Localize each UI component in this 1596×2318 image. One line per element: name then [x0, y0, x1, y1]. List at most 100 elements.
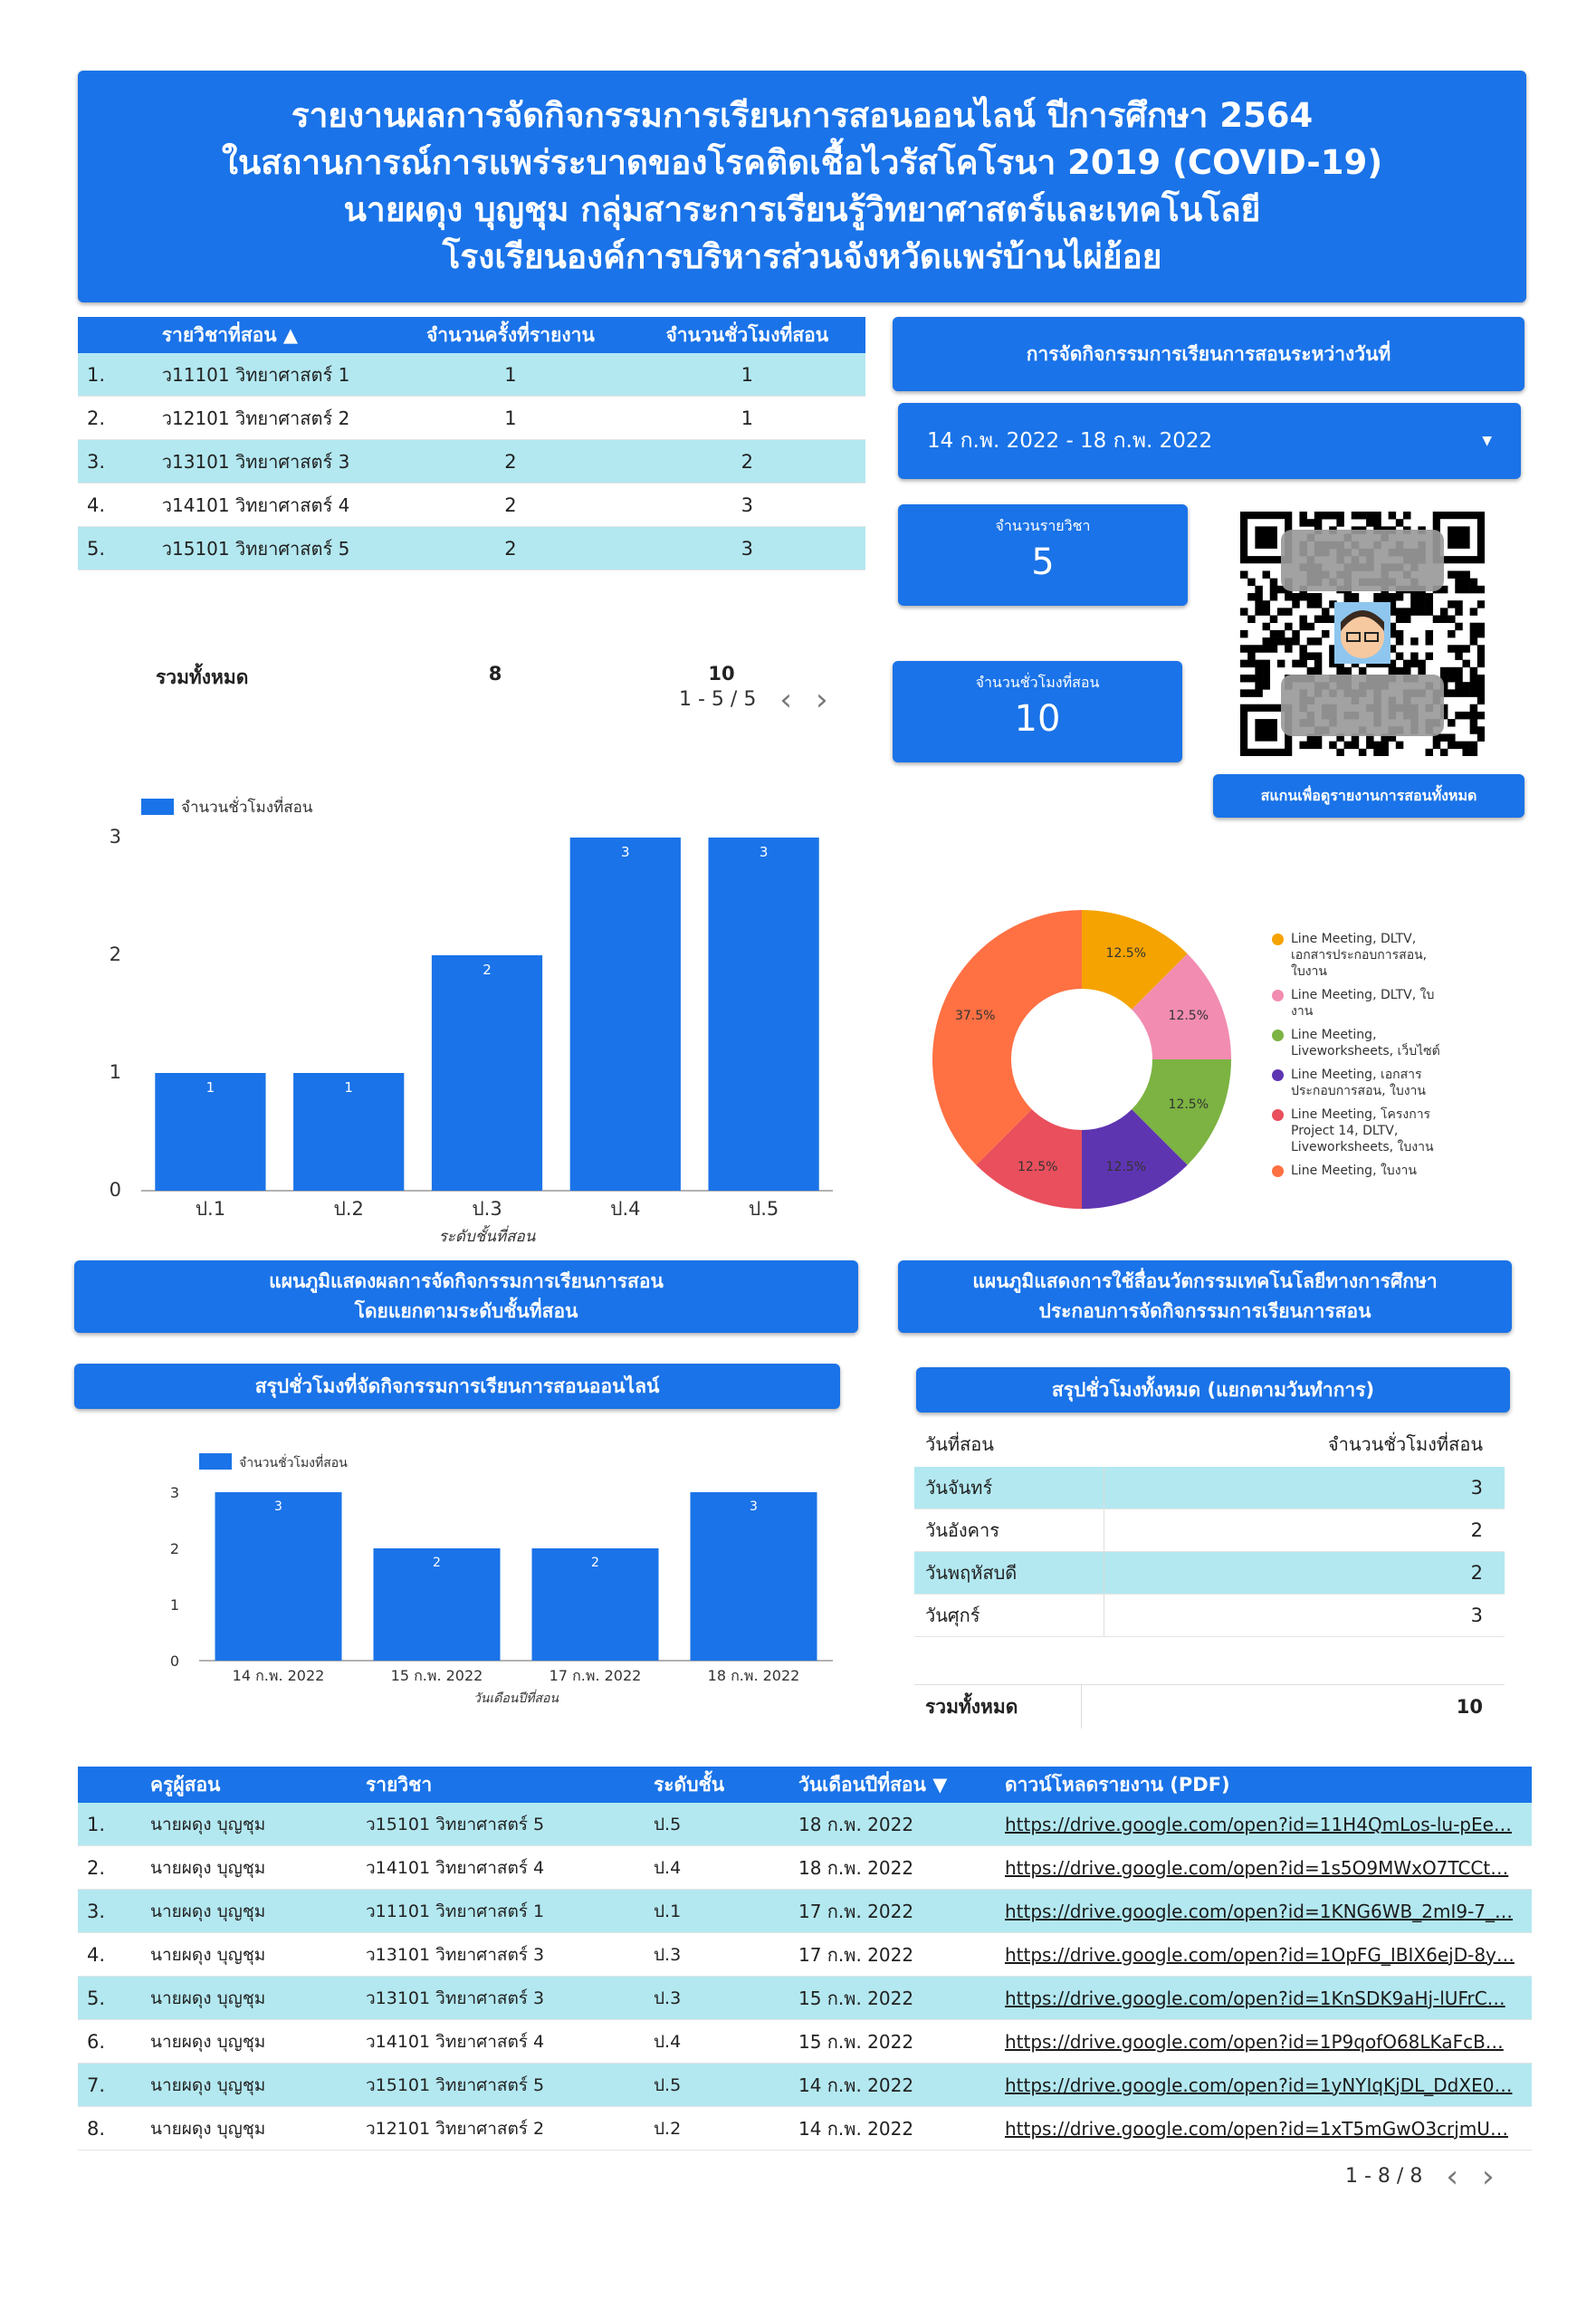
row-index: 2.: [78, 1845, 143, 1890]
legend-item[interactable]: Line Meeting, DLTV, ใบงาน: [1272, 987, 1444, 1020]
teacher-cell: นายผดุง บุญชุม: [143, 1845, 358, 1890]
qr-module: [1269, 629, 1278, 638]
pdf-download-link[interactable]: https://drive.google.com/open?id=1yNYIqK…: [1005, 2074, 1513, 2096]
qr-module: [1477, 629, 1486, 638]
col-download-header[interactable]: ดาวน์โหลดรายงาน (PDF): [998, 1767, 1532, 1803]
col-course-header[interactable]: รายวิชา: [358, 1767, 646, 1803]
col-subject-header[interactable]: รายวิชาที่สอน ▲: [154, 317, 393, 353]
bar: [215, 1492, 342, 1661]
qr-module: [1292, 600, 1300, 608]
pdf-download-link[interactable]: https://drive.google.com/open?id=1OpFG_I…: [1005, 1943, 1515, 1966]
legend-text: Line Meeting, โครงการ Project 14, DLTV, …: [1291, 1107, 1434, 1154]
legend-item[interactable]: Line Meeting, Liveworksheets, เว็บไซต์: [1272, 1027, 1444, 1059]
qr-module: [1388, 600, 1397, 608]
donut-slice: [1082, 910, 1188, 1010]
hours-online-caption: สรุปชั่วโมงที่จัดกิจกรรมการเรียนการสอนออ…: [74, 1364, 840, 1409]
subject-total-row: รวมทั้งหมด 8 10: [78, 663, 865, 693]
date-cell: 17 ก.พ. 2022: [791, 1889, 998, 1933]
qr-module: [1314, 615, 1323, 624]
pdf-download-link[interactable]: https://drive.google.com/open?id=11H4QmL…: [1005, 1813, 1512, 1835]
chevron-right-icon[interactable]: ›: [1481, 2158, 1495, 2195]
qr-module: [1448, 689, 1456, 697]
qr-module: [1410, 600, 1419, 608]
col-level-header[interactable]: ระดับชั้น: [646, 1767, 791, 1803]
table-row[interactable]: 1. นายผดุง บุญชุม ว15101 วิทยาศาสตร์ 5 ป.5 1…: [78, 1803, 1532, 1846]
legend-text: Line Meeting, DLTV, ใบงาน: [1291, 988, 1435, 1019]
legend-item[interactable]: Line Meeting, โครงการ Project 14, DLTV, …: [1272, 1106, 1444, 1155]
pdf-download-link[interactable]: https://drive.google.com/open?id=1xT5mGw…: [1005, 2117, 1508, 2140]
qr-module: [1299, 645, 1307, 653]
qr-module: [1314, 741, 1323, 750]
qr-module: [1455, 711, 1463, 720]
table-row[interactable]: วันศุกร์ 3: [914, 1594, 1505, 1637]
col-date-header[interactable]: วันเดือนปีที่สอน ▼: [791, 1767, 998, 1803]
media-caption-line-2: ประกอบการจัดกิจกรรมการเรียนการสอน: [1038, 1300, 1371, 1322]
pdf-download-link[interactable]: https://drive.google.com/open?id=1P9qofO…: [1005, 2030, 1504, 2053]
date-range-picker[interactable]: 14 ก.พ. 2022 - 18 ก.พ. 2022 ▼: [898, 403, 1521, 479]
qr-module: [1255, 689, 1263, 697]
table-row[interactable]: วันอังคาร 2: [914, 1509, 1505, 1552]
qr-module: [1292, 637, 1300, 646]
download-cell: https://drive.google.com/open?id=1yNYIqK…: [998, 2063, 1532, 2107]
qr-module: [1477, 600, 1486, 608]
hours-online-caption-text: สรุปชั่วโมงที่จัดกิจกรรมการเรียนการสอนออ…: [254, 1375, 660, 1397]
qr-module: [1299, 615, 1307, 624]
col-hours-header[interactable]: จำนวนชั่วโมงที่สอน: [628, 317, 865, 353]
col-day-hours-header[interactable]: จำนวนชั่วโมงที่สอน: [1327, 1433, 1483, 1455]
level-bar-chart: จำนวนชั่วโมงที่สอน 0 1 2 3 1 ป.1 1 ป.2 2 ป.3 3 ป.4 3 ป…: [72, 792, 869, 1246]
chevron-right-icon[interactable]: ›: [815, 681, 828, 718]
bar-data-label: 2: [483, 962, 492, 978]
qr-module: [1247, 645, 1256, 653]
date-cell: 18 ก.พ. 2022: [791, 1845, 998, 1890]
report-table-widget: ครูผู้สอน รายวิชา ระดับชั้น วันเดือนปีที…: [78, 1767, 1532, 2192]
table-row[interactable]: 6. นายผดุง บุญชุม ว14101 วิทยาศาสตร์ 4 ป.4 1…: [78, 2019, 1532, 2064]
pdf-download-link[interactable]: https://drive.google.com/open?id=1s5O9MW…: [1005, 1856, 1509, 1879]
table-row[interactable]: 3. นายผดุง บุญชุม ว11101 วิทยาศาสตร์ 1 ป.1 1…: [78, 1889, 1532, 1933]
qr-code-image[interactable]: [1240, 512, 1486, 757]
slice-percent-label: 37.5%: [955, 1009, 995, 1023]
bar: [531, 1548, 659, 1661]
subject-total-label: รวมทั้งหมด: [156, 666, 249, 688]
table-row[interactable]: 5. นายผดุง บุญชุม ว13101 วิทยาศาสตร์ 3 ป.3 1…: [78, 1976, 1532, 2020]
pdf-download-link[interactable]: https://drive.google.com/open?id=1KNG6WB…: [1005, 1900, 1514, 1922]
x-tick-label: ป.3: [472, 1198, 502, 1220]
col-count-header[interactable]: จำนวนครั้งที่รายงาน: [392, 317, 629, 353]
qr-module: [1358, 666, 1367, 675]
legend-item[interactable]: Line Meeting, เอกสารประกอบการสอน, ใบงาน: [1272, 1067, 1444, 1099]
course-cell: ว14101 วิทยาศาสตร์ 4: [358, 2019, 646, 2064]
table-row[interactable]: วันจันทร์ 3: [914, 1467, 1505, 1509]
subject-cell: ว14101 วิทยาศาสตร์ 4: [154, 483, 393, 527]
bar-data-label: 3: [274, 1499, 282, 1514]
chevron-left-icon[interactable]: ‹: [779, 681, 792, 718]
download-cell: https://drive.google.com/open?id=11H4QmL…: [998, 1803, 1532, 1846]
table-row[interactable]: 4. นายผดุง บุญชุม ว13101 วิทยาศาสตร์ 3 ป.3 1…: [78, 1932, 1532, 1977]
qr-module: [1469, 675, 1478, 683]
chevron-left-icon[interactable]: ‹: [1446, 2158, 1458, 2195]
col-teacher-header[interactable]: ครูผู้สอน: [143, 1767, 358, 1803]
qr-module: [1329, 659, 1337, 668]
legend-dot: [1272, 1165, 1284, 1177]
row-index: 1.: [78, 353, 155, 397]
hours-cell: 3: [628, 526, 865, 570]
qr-module: [1373, 593, 1381, 601]
legend-item[interactable]: Line Meeting, DLTV, เอกสารประกอบการสอน, …: [1272, 931, 1444, 980]
col-day-header[interactable]: วันที่สอน: [925, 1433, 994, 1455]
table-row[interactable]: วันพฤหัสบดี 2: [914, 1551, 1505, 1595]
table-row[interactable]: 8. นายผดุง บุญชุม ว12101 วิทยาศาสตร์ 2 ป.2 1…: [78, 2106, 1532, 2150]
qr-module: [1439, 585, 1448, 594]
day-cell: วันจันทร์: [914, 1467, 1104, 1509]
qr-module: [1262, 622, 1271, 631]
qr-module: [1448, 741, 1456, 750]
table-row[interactable]: 2. นายผดุง บุญชุม ว14101 วิทยาศาสตร์ 4 ป.4 1…: [78, 1845, 1532, 1890]
legend-item[interactable]: Line Meeting, ใบงาน: [1272, 1163, 1444, 1179]
x-tick-label: ป.1: [196, 1198, 225, 1220]
y-tick-label: 2: [110, 943, 121, 965]
qr-scan-label: สแกนเพื่อดูรายงานการสอนทั้งหมด: [1213, 774, 1524, 818]
table-row[interactable]: 7. นายผดุง บุญชุม ว15101 วิทยาศาสตร์ 5 ป.5 1…: [78, 2063, 1532, 2107]
pdf-download-link[interactable]: https://drive.google.com/open?id=1KnSDK9…: [1005, 1987, 1505, 2009]
